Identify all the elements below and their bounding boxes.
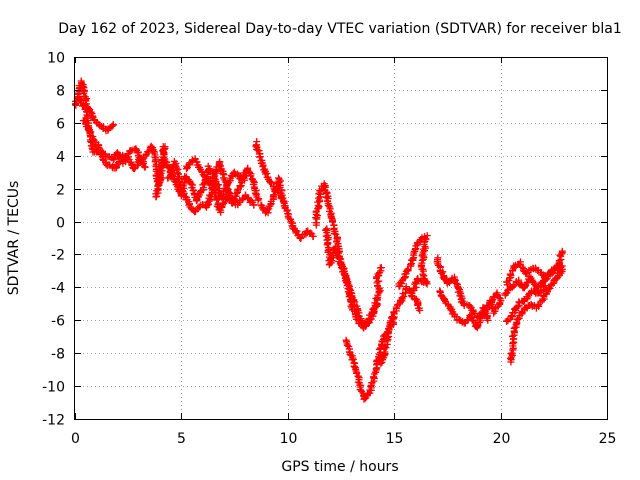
data-point xyxy=(507,350,515,358)
axes: -12 -10 -8 -6 -4 -2 0 2 4 6 8 10 0 5 10 15 20 25 xyxy=(42,51,616,448)
data-point xyxy=(346,286,354,294)
x-tick-label: 10 xyxy=(280,431,298,447)
data-point xyxy=(323,189,331,197)
data-point xyxy=(488,298,496,306)
data-point xyxy=(255,195,263,203)
data-point xyxy=(109,121,117,128)
data-point xyxy=(486,297,494,304)
data-point xyxy=(336,260,344,268)
data-point xyxy=(314,212,321,220)
data-point xyxy=(280,198,287,206)
data-point xyxy=(187,180,195,188)
data-point xyxy=(409,255,417,263)
y-tick-label: -2 xyxy=(51,248,65,264)
data-point xyxy=(141,163,149,171)
y-tick-label: 6 xyxy=(56,117,65,133)
data-point xyxy=(77,77,85,85)
data-point xyxy=(80,101,87,109)
data-point xyxy=(332,230,340,238)
plot-frame xyxy=(74,57,608,420)
data-point xyxy=(377,264,385,272)
y-tick-label: 4 xyxy=(56,150,65,166)
data-point xyxy=(331,230,338,237)
y-tick-label: 0 xyxy=(56,216,65,232)
chart-title: Day 162 of 2023, Sidereal Day-to-day VTE… xyxy=(58,21,621,37)
data-point xyxy=(416,306,424,314)
data-point xyxy=(558,247,566,255)
data-point xyxy=(171,161,179,169)
data-point xyxy=(441,296,448,304)
data-points xyxy=(72,77,566,403)
data-point xyxy=(309,232,317,240)
data-point xyxy=(194,192,202,200)
data-point xyxy=(508,312,516,320)
y-tick-label: 8 xyxy=(56,84,65,100)
data-point xyxy=(155,181,163,189)
data-point xyxy=(252,142,260,150)
data-point xyxy=(264,209,272,217)
data-point xyxy=(254,196,262,204)
y-tick-label: -4 xyxy=(51,281,65,297)
data-point xyxy=(508,349,516,357)
data-point xyxy=(514,303,522,311)
data-point xyxy=(374,270,382,278)
data-point xyxy=(329,218,337,226)
x-tick-label: 20 xyxy=(493,431,511,447)
data-series xyxy=(72,77,566,403)
data-point xyxy=(404,266,411,274)
data-point xyxy=(558,265,566,273)
data-point xyxy=(382,344,390,352)
data-point xyxy=(156,178,164,186)
data-point xyxy=(523,279,531,287)
y-tick-label: 10 xyxy=(47,51,65,67)
x-tick-label: 25 xyxy=(599,431,617,447)
y-tick-label: -8 xyxy=(51,347,65,363)
data-point xyxy=(423,280,431,288)
data-point xyxy=(484,316,492,324)
data-point xyxy=(76,95,84,103)
y-tick-label: 2 xyxy=(56,183,65,199)
data-point xyxy=(409,287,417,295)
x-tick-label: 15 xyxy=(386,431,404,447)
y-tick-label: -6 xyxy=(51,314,65,330)
data-point xyxy=(350,297,358,305)
data-point xyxy=(270,191,277,199)
x-tick-label: 0 xyxy=(71,431,80,447)
data-point xyxy=(369,305,377,313)
data-point xyxy=(541,282,549,290)
y-axis-label: SDTVAR / TECUs xyxy=(6,181,22,296)
data-point xyxy=(152,193,160,201)
data-point xyxy=(210,173,218,181)
data-point xyxy=(439,268,447,276)
data-point xyxy=(110,155,118,162)
data-point xyxy=(338,264,346,272)
data-point xyxy=(325,261,333,269)
data-point xyxy=(423,232,431,240)
data-point xyxy=(94,143,102,151)
x-axis-label: GPS time / hours xyxy=(281,459,398,475)
data-point xyxy=(250,201,258,209)
data-point xyxy=(200,180,208,188)
data-point xyxy=(325,202,333,210)
data-point xyxy=(452,279,460,287)
data-point xyxy=(377,359,385,367)
data-point xyxy=(407,260,415,268)
data-point xyxy=(240,172,248,180)
data-point xyxy=(241,172,249,179)
y-tick-label: -12 xyxy=(42,413,65,429)
x-tick-label: 5 xyxy=(177,431,186,447)
data-point xyxy=(419,255,427,263)
data-point xyxy=(354,372,362,380)
y-tick-label: -10 xyxy=(42,380,65,396)
data-point xyxy=(411,280,419,288)
data-point xyxy=(489,303,497,311)
